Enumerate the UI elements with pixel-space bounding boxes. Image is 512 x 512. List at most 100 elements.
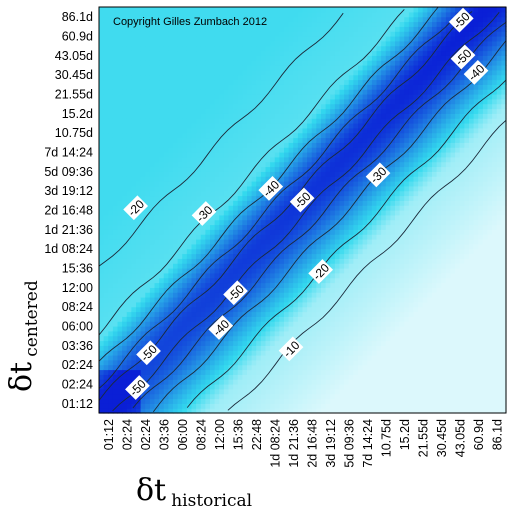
heatmap-cell xyxy=(242,152,248,158)
heatmap-cell xyxy=(168,113,174,119)
heatmap-cell xyxy=(358,297,364,303)
heatmap-cell xyxy=(362,229,368,235)
heatmap-cell xyxy=(307,282,313,288)
heatmap-cell xyxy=(122,123,128,129)
heatmap-cell xyxy=(205,60,211,66)
heatmap-cell xyxy=(210,393,216,400)
heatmap-cell xyxy=(321,11,327,18)
heatmap-cell xyxy=(371,277,378,284)
heatmap-cell xyxy=(348,316,354,322)
heatmap-cell xyxy=(112,243,119,250)
heatmap-cell xyxy=(265,16,271,23)
heatmap-cell xyxy=(182,65,188,71)
heatmap-cell xyxy=(348,69,354,76)
heatmap-cell xyxy=(302,60,308,66)
heatmap-cell xyxy=(330,258,336,264)
heatmap-cell xyxy=(103,214,109,221)
heatmap-cell xyxy=(362,103,368,110)
heatmap-cell xyxy=(219,7,225,13)
heatmap-cell xyxy=(353,89,359,95)
heatmap-cell xyxy=(251,330,257,337)
heatmap-cell xyxy=(191,190,197,197)
heatmap-cell xyxy=(260,166,267,172)
heatmap-cell xyxy=(233,7,239,13)
heatmap-cell xyxy=(348,374,354,380)
heatmap-cell xyxy=(293,316,299,322)
heatmap-cell xyxy=(223,132,230,139)
heatmap-cell xyxy=(288,277,294,284)
heatmap-cell xyxy=(265,355,271,361)
heatmap-cell xyxy=(237,176,243,182)
heatmap-cell xyxy=(237,379,243,385)
heatmap-cell xyxy=(348,350,354,356)
heatmap-cell xyxy=(371,398,378,404)
heatmap-cell xyxy=(173,108,179,114)
heatmap-cell xyxy=(163,45,169,52)
heatmap-cell xyxy=(168,253,174,259)
heatmap-cell xyxy=(210,287,216,293)
heatmap-cell xyxy=(293,176,299,182)
heatmap-cell xyxy=(214,282,220,288)
heatmap-cell xyxy=(200,258,206,264)
heatmap-cell xyxy=(297,239,304,245)
heatmap-cell xyxy=(99,306,105,313)
heatmap-cell xyxy=(339,224,345,230)
heatmap-cell xyxy=(237,50,243,56)
heatmap-cell xyxy=(265,384,271,390)
heatmap-cell xyxy=(311,287,317,293)
heatmap-cell xyxy=(163,36,169,42)
heatmap-cell xyxy=(149,253,156,259)
heatmap-cell xyxy=(242,147,248,153)
heatmap-cell xyxy=(112,403,119,409)
heatmap-cell xyxy=(348,330,354,337)
heatmap-cell xyxy=(339,359,345,366)
heatmap-cell xyxy=(103,248,109,255)
heatmap-cell xyxy=(334,16,341,23)
heatmap-cell xyxy=(344,277,350,284)
heatmap-cell xyxy=(112,297,119,303)
heatmap-cell xyxy=(358,142,364,148)
heatmap-cell xyxy=(353,65,359,71)
heatmap-cell xyxy=(140,374,146,380)
heatmap-cell xyxy=(117,234,123,240)
heatmap-cell xyxy=(145,113,151,119)
heatmap-cell xyxy=(223,190,230,197)
heatmap-cell xyxy=(108,147,114,153)
heatmap-cell xyxy=(265,123,271,129)
heatmap-cell xyxy=(330,176,336,182)
heatmap-cell xyxy=(196,166,202,172)
heatmap-cell xyxy=(307,132,313,139)
heatmap-cell xyxy=(247,205,253,211)
heatmap-cell xyxy=(302,253,308,259)
heatmap-cell xyxy=(242,398,248,404)
heatmap-cell xyxy=(367,297,373,303)
heatmap-cell xyxy=(293,132,299,139)
heatmap-cell xyxy=(145,224,151,230)
heatmap-cell xyxy=(196,229,202,235)
heatmap-cell xyxy=(168,185,174,192)
heatmap-cell xyxy=(223,94,230,100)
heatmap-cell xyxy=(274,195,280,201)
heatmap-cell xyxy=(297,171,304,177)
heatmap-cell xyxy=(270,224,276,230)
heatmap-cell xyxy=(154,253,160,259)
heatmap-cell xyxy=(103,374,109,380)
heatmap-cell xyxy=(307,224,313,230)
heatmap-cell xyxy=(196,224,202,230)
heatmap-cell xyxy=(191,393,197,400)
heatmap-cell xyxy=(302,364,308,371)
heatmap-cell xyxy=(288,272,294,279)
heatmap-cell xyxy=(210,156,216,163)
heatmap-cell xyxy=(321,74,327,81)
heatmap-cell xyxy=(122,311,128,317)
heatmap-cell xyxy=(316,287,322,293)
heatmap-cell xyxy=(362,287,368,293)
heatmap-cell xyxy=(330,350,336,356)
heatmap-cell xyxy=(256,379,262,385)
heatmap-cell xyxy=(154,214,160,221)
heatmap-cell xyxy=(265,137,271,143)
heatmap-cell xyxy=(237,219,243,226)
heatmap-cell xyxy=(228,147,234,153)
heatmap-cell xyxy=(256,94,262,100)
heatmap-cell xyxy=(325,316,331,322)
